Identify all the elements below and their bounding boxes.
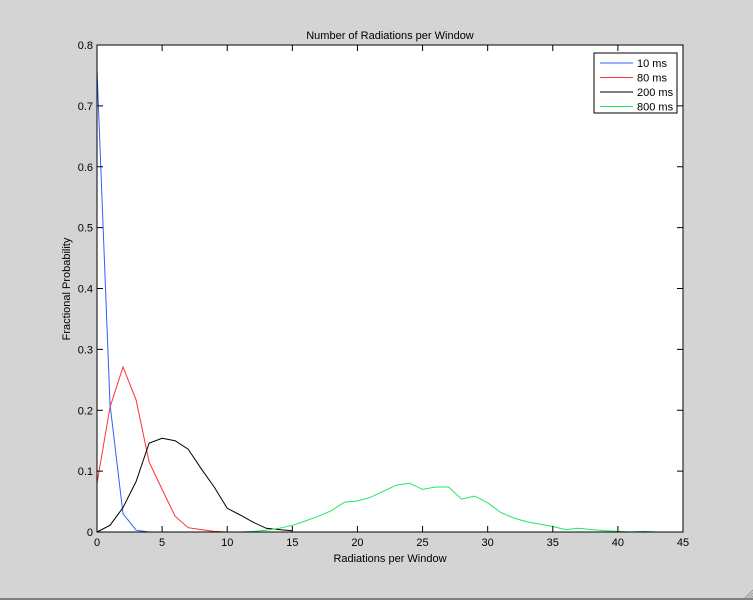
resize-grip-icon[interactable] [743,588,753,598]
x-tick-label: 10 [221,537,233,549]
y-tick-label: 0.5 [78,223,93,235]
window-bottom-edge [0,598,753,600]
x-axis-label: Radiations per Window [333,553,446,565]
chart-title: Number of Radiations per Window [306,30,474,42]
plot-area [97,45,683,532]
series-line-10-ms [96,69,150,533]
x-tick-label: 5 [159,537,165,549]
legend-label: 800 ms [637,102,674,114]
y-tick-label: 0.4 [78,284,93,296]
series-line-800-ms [240,482,658,533]
series-line-200-ms [96,437,293,533]
legend: 10 ms 80 ms 200 ms 800 ms [593,52,678,114]
legend-label: 10 ms [637,58,667,70]
x-tick-label: 25 [416,537,428,549]
y-tick-label: 0.2 [78,405,93,417]
x-tick-label: 40 [612,537,624,549]
y-tick-label: 0.3 [78,344,93,356]
plot-axes: 0 5 10 15 20 25 30 35 40 45 0 0.1 0.2 0.3 0.4 0.5 0.6 0.7… [78,40,689,549]
y-axis-label: Fractional Probability [61,237,73,340]
x-tick-label: 45 [677,537,689,549]
y-tick-label: 0 [87,527,93,539]
legend-items: 10 ms 80 ms 200 ms 800 ms [600,58,674,114]
ticks-layer: 0 5 10 15 20 25 30 35 40 45 0 0.1 0.2 0.3 0.4 0.5 0.6 0.7… [78,40,689,549]
legend-label: 200 ms [637,87,674,99]
series-line-80-ms [96,365,228,533]
x-tick-label: 30 [482,537,494,549]
y-tick-label: 0.6 [78,162,93,174]
x-tick-label: 35 [547,537,559,549]
y-tick-label: 0.1 [78,466,93,478]
x-tick-label: 20 [351,537,363,549]
x-tick-label: 0 [94,537,100,549]
series-layer [96,69,658,533]
y-tick-label: 0.8 [78,40,93,52]
x-tick-label: 15 [286,537,298,549]
legend-label: 80 ms [637,73,667,85]
y-tick-label: 0.7 [78,101,93,113]
